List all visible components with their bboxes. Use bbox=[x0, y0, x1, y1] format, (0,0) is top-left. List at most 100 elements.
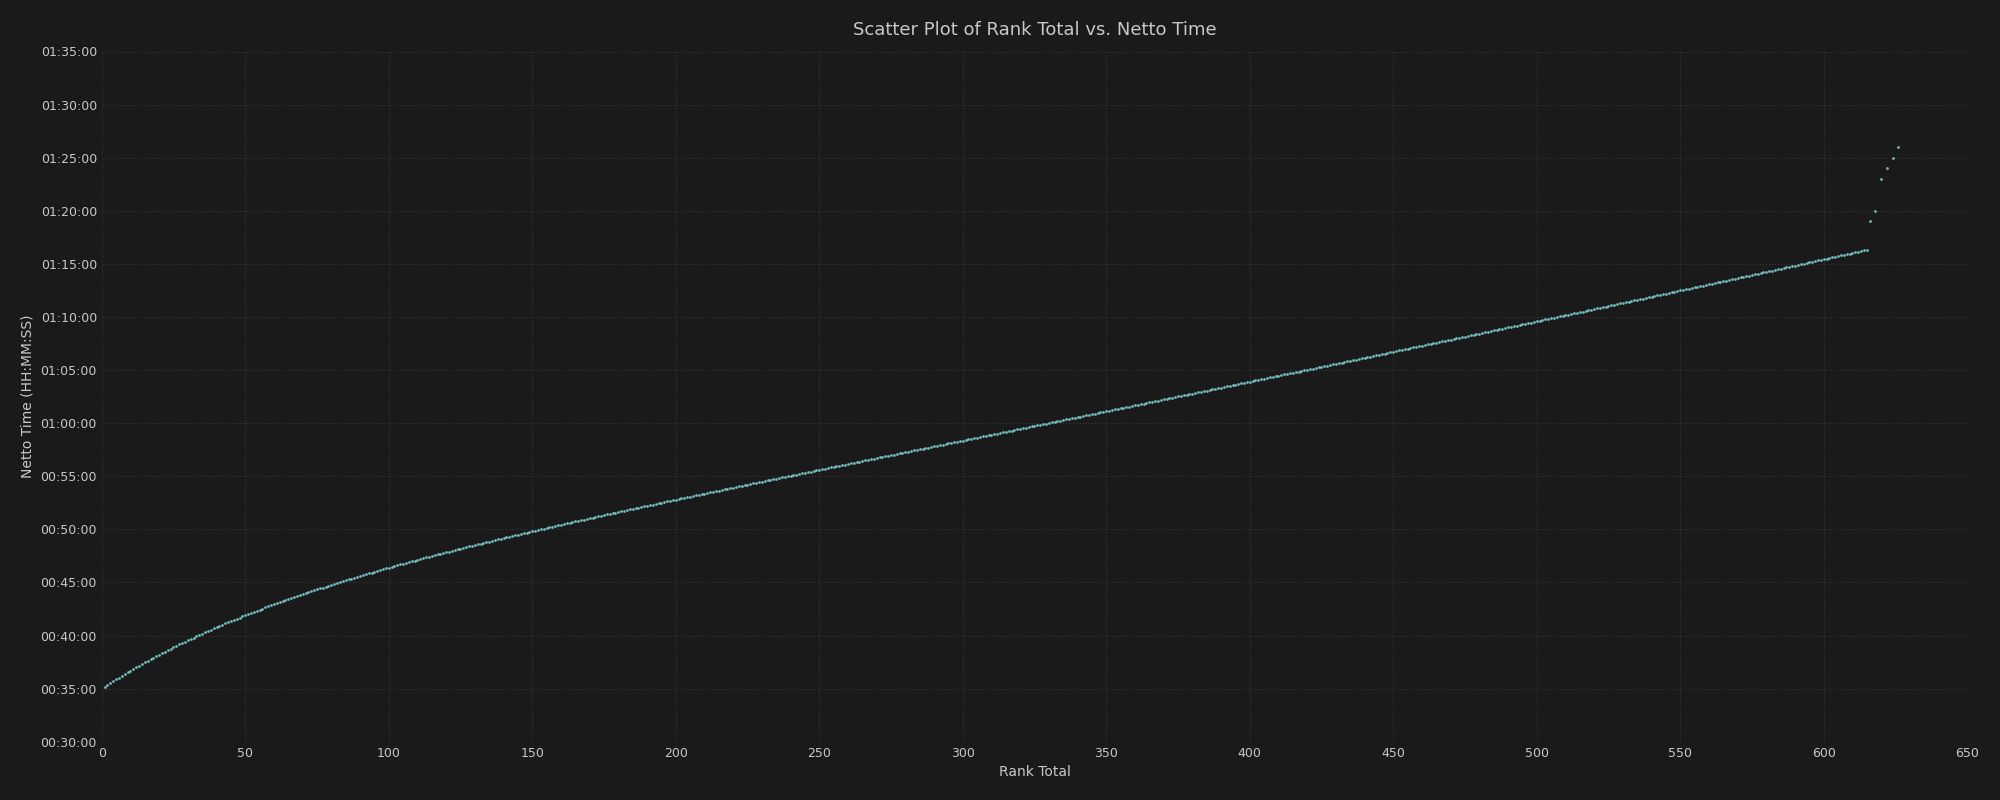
Point bbox=[1308, 360, 1340, 373]
Point bbox=[1526, 314, 1558, 326]
X-axis label: Rank Total: Rank Total bbox=[998, 765, 1070, 779]
Point bbox=[1546, 310, 1578, 322]
Point bbox=[1338, 354, 1370, 366]
Point bbox=[648, 496, 680, 509]
Point bbox=[1118, 399, 1150, 412]
Point bbox=[1294, 362, 1326, 375]
Point bbox=[942, 435, 974, 448]
Point bbox=[1566, 305, 1598, 318]
Point bbox=[1320, 358, 1352, 370]
Point bbox=[1540, 310, 1572, 323]
Point bbox=[342, 570, 374, 583]
Point bbox=[1648, 288, 1680, 301]
Point bbox=[1676, 282, 1708, 294]
Point bbox=[1374, 346, 1406, 358]
Point bbox=[812, 462, 844, 474]
Point bbox=[1440, 332, 1472, 345]
Point bbox=[1678, 281, 1710, 294]
Point bbox=[708, 483, 740, 496]
Point bbox=[326, 575, 358, 588]
Point bbox=[1582, 302, 1614, 315]
Point bbox=[1472, 326, 1504, 338]
Point bbox=[976, 428, 1008, 441]
Point bbox=[1524, 314, 1556, 327]
Point bbox=[892, 446, 924, 458]
Point bbox=[804, 463, 836, 476]
Point bbox=[1362, 348, 1394, 361]
Point bbox=[1724, 271, 1756, 284]
Point bbox=[1392, 342, 1424, 355]
Point bbox=[1426, 335, 1458, 348]
Point bbox=[1182, 386, 1214, 398]
Point bbox=[478, 534, 510, 546]
Point bbox=[1556, 307, 1588, 320]
Point bbox=[1354, 350, 1386, 363]
Point bbox=[798, 465, 830, 478]
Point bbox=[1494, 321, 1526, 334]
Point bbox=[1598, 298, 1630, 311]
Point bbox=[1560, 306, 1592, 319]
Point bbox=[1168, 389, 1200, 402]
Point bbox=[490, 531, 522, 544]
Point bbox=[1490, 322, 1522, 334]
Point bbox=[926, 438, 958, 451]
Point bbox=[1200, 382, 1232, 395]
Point bbox=[322, 577, 354, 590]
Point bbox=[1576, 303, 1608, 316]
Point bbox=[330, 574, 362, 586]
Point bbox=[210, 617, 242, 630]
Point bbox=[858, 452, 890, 465]
Point bbox=[232, 608, 264, 621]
Point bbox=[422, 548, 454, 561]
Point bbox=[1234, 375, 1266, 388]
Point bbox=[1074, 408, 1106, 421]
Point bbox=[874, 449, 906, 462]
Point bbox=[1714, 274, 1746, 286]
Point bbox=[1028, 418, 1060, 430]
Point bbox=[240, 604, 272, 617]
Point bbox=[424, 547, 456, 560]
Point bbox=[1412, 338, 1444, 351]
Point bbox=[128, 656, 160, 669]
Point bbox=[654, 494, 686, 507]
Point bbox=[726, 479, 758, 492]
Point bbox=[1518, 315, 1550, 328]
Point bbox=[562, 514, 594, 527]
Point bbox=[312, 579, 344, 592]
Point bbox=[818, 461, 850, 474]
Point bbox=[620, 502, 652, 514]
Point bbox=[1272, 367, 1304, 380]
Point bbox=[950, 434, 982, 446]
Point bbox=[1162, 390, 1194, 403]
Point bbox=[198, 622, 230, 635]
Point bbox=[1768, 262, 1800, 274]
Point bbox=[784, 467, 816, 480]
Point bbox=[1622, 294, 1654, 306]
Point bbox=[264, 596, 296, 609]
Point bbox=[298, 584, 330, 597]
Point bbox=[686, 488, 718, 501]
Point bbox=[1226, 377, 1258, 390]
Point bbox=[1104, 402, 1136, 414]
Point bbox=[504, 527, 536, 540]
Point bbox=[794, 465, 826, 478]
Point bbox=[362, 565, 394, 578]
Point bbox=[430, 546, 462, 558]
Point bbox=[1408, 338, 1440, 351]
Point bbox=[1536, 312, 1568, 325]
Point bbox=[1474, 325, 1506, 338]
Point bbox=[600, 506, 632, 519]
Point bbox=[148, 646, 180, 658]
Point bbox=[1090, 405, 1122, 418]
Point bbox=[1830, 248, 1862, 261]
Point bbox=[1400, 341, 1432, 354]
Point bbox=[1414, 338, 1446, 350]
Point bbox=[1050, 413, 1082, 426]
Point bbox=[1664, 284, 1696, 297]
Point bbox=[864, 451, 896, 464]
Point bbox=[378, 560, 410, 573]
Point bbox=[1624, 293, 1656, 306]
Point bbox=[1498, 320, 1530, 333]
Point bbox=[1194, 383, 1226, 396]
Point bbox=[1452, 330, 1484, 342]
